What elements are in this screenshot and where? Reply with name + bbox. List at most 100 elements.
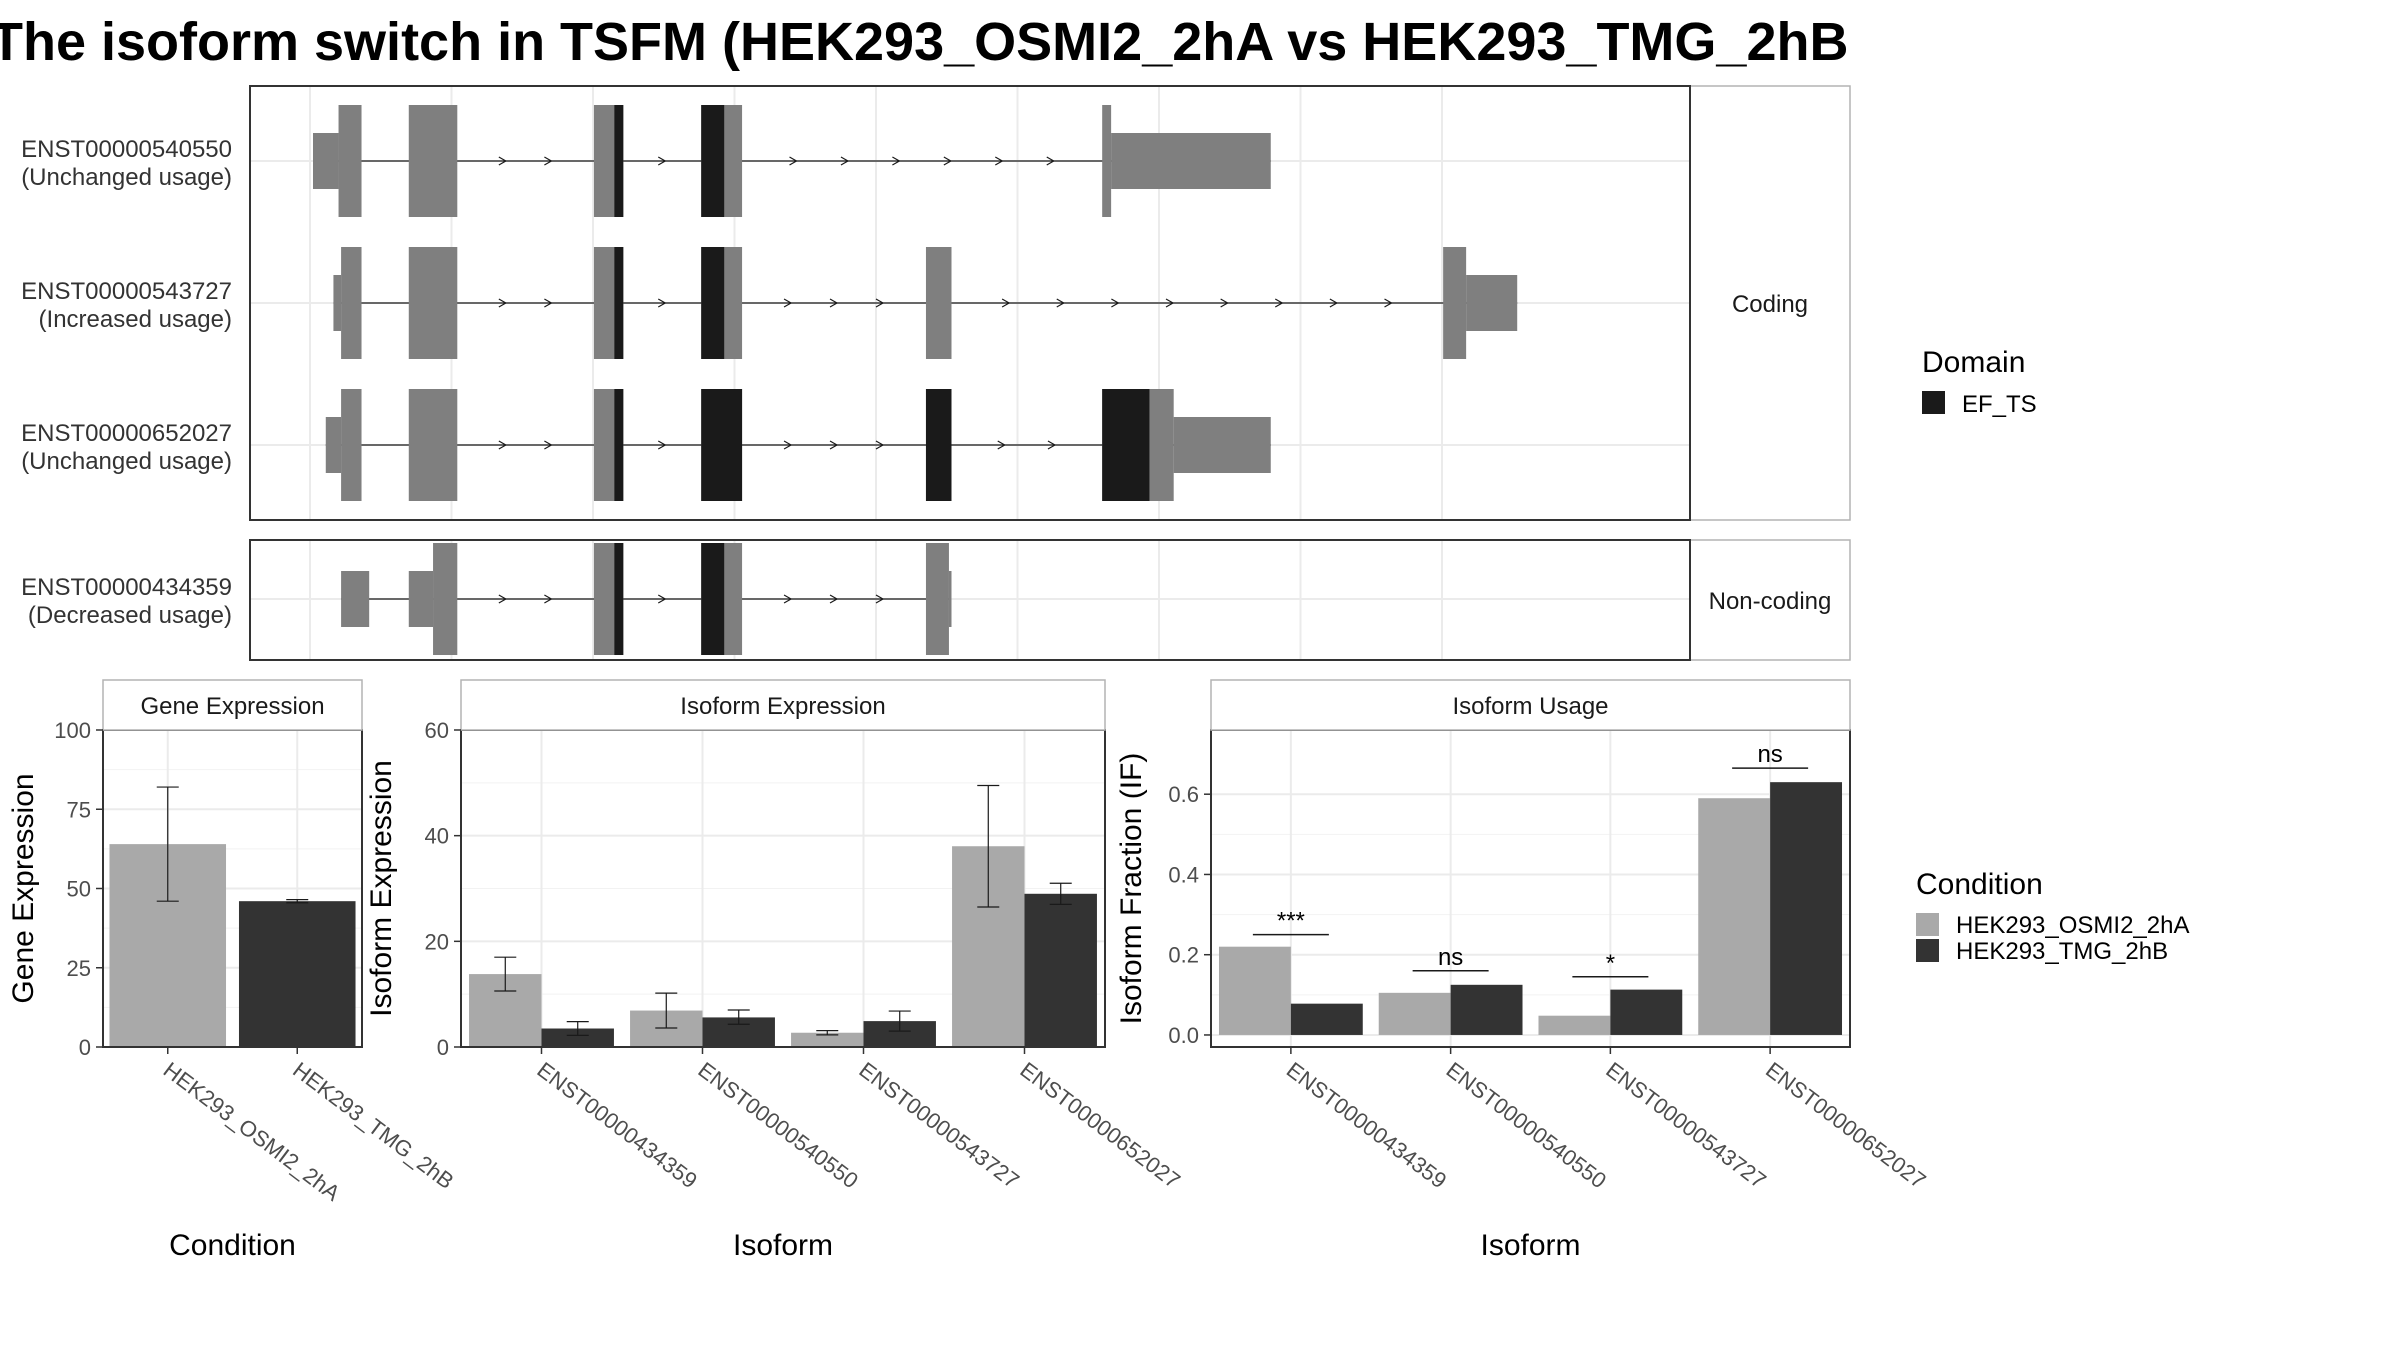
intron-arrow [1001, 298, 1011, 308]
y-axis-title: Gene Expression [7, 773, 40, 1003]
intron-arrow [875, 298, 885, 308]
figure-title: The isoform switch in TSFM (HEK293_OSMI2… [0, 12, 1848, 72]
bar [1770, 782, 1843, 1035]
y-tick-label: 0.4 [1168, 862, 1199, 887]
x-axis-title: Isoform [733, 1229, 833, 1262]
y-tick-label: 50 [67, 877, 91, 902]
domain-ef-ts [701, 543, 725, 655]
intron-arrow [875, 594, 885, 604]
legend-condition-label: HEK293_TMG_2hB [1956, 938, 2168, 965]
intron-arrow [829, 298, 839, 308]
exon [1111, 133, 1271, 189]
intron-arrow [1220, 298, 1229, 308]
bar [1450, 984, 1523, 1035]
exon [1173, 417, 1271, 473]
intron-arrow [783, 298, 793, 308]
exon [338, 105, 362, 217]
domain-ef-ts [701, 105, 725, 217]
exon [925, 247, 952, 359]
x-tick-label: ENST00000652027 [1761, 1057, 1930, 1193]
bar [1024, 893, 1097, 1047]
exon [341, 247, 362, 359]
x-axis-title: Condition [169, 1229, 296, 1262]
bar [1698, 798, 1771, 1035]
intron-arrow [498, 594, 508, 604]
significance-label: * [1606, 950, 1615, 977]
exon [1466, 275, 1518, 331]
intron-arrow [994, 156, 1004, 166]
intron-arrow [544, 440, 553, 450]
intron-arrow [657, 156, 667, 166]
exon [313, 133, 339, 189]
exon [408, 571, 434, 627]
legend-domain-key [1922, 391, 1945, 414]
isoform-label-id: ENST00000652027 [21, 420, 232, 447]
intron-arrow [544, 594, 553, 604]
legends: Domain EF_TS Condition HEK293_OSMI2_2hAHEK2… [1916, 346, 2189, 965]
x-tick-label: ENST00000540550 [693, 1057, 862, 1193]
intron-arrow [997, 440, 1006, 450]
chart-title: Isoform Usage [1452, 693, 1608, 720]
legend-domain-label: EF_TS [1962, 391, 2037, 418]
facet-strip [1210, 679, 1851, 731]
exon [325, 417, 342, 473]
transcript-structure-panel: CodingNon-codingENST00000540550(Unchange… [21, 85, 1851, 661]
significance-label: ns [1438, 944, 1463, 971]
bar-charts: Gene Expression0255075100HEK293_OSMI2_2h… [7, 679, 1931, 1262]
y-axis-title: Isoform Expression [365, 760, 398, 1017]
exon [408, 105, 458, 217]
legend-condition-key [1916, 939, 1939, 962]
intron-arrow [789, 156, 798, 166]
intron-arrow [1384, 298, 1393, 308]
legend-condition-label: HEK293_OSMI2_2hA [1956, 912, 2189, 939]
intron-arrow [943, 156, 953, 166]
legend-domain-title: Domain [1922, 346, 2025, 379]
intron-arrow [498, 298, 508, 308]
facet-strip [102, 679, 363, 731]
facet-strip [1689, 85, 1851, 521]
intron-arrow [544, 298, 553, 308]
intron-arrow [783, 440, 793, 450]
domain-ef-ts [614, 543, 624, 655]
isoform-label-id: ENST00000434359 [21, 574, 232, 601]
y-tick-label: 20 [425, 929, 449, 954]
significance-label: *** [1277, 908, 1305, 935]
isoform-label-id: ENST00000543727 [21, 278, 232, 305]
bar [541, 1028, 614, 1047]
y-axis-title: Isoform Fraction (IF) [1115, 753, 1148, 1025]
intron-arrow [1274, 298, 1284, 308]
y-tick-label: 75 [67, 797, 91, 822]
intron-arrow [829, 594, 839, 604]
intron-arrow [1047, 440, 1057, 450]
intron-arrow [657, 298, 667, 308]
bar [238, 901, 356, 1047]
intron-arrow [1165, 298, 1175, 308]
x-tick-label: ENST00000434359 [532, 1057, 701, 1193]
domain-ef-ts [614, 247, 624, 359]
isoform-label-usage: (Unchanged usage) [21, 448, 232, 475]
significance-label: ns [1757, 741, 1782, 768]
domain-ef-ts [701, 389, 743, 501]
domain-ef-ts [925, 389, 952, 501]
intron-arrow [875, 440, 885, 450]
bar [791, 1032, 864, 1047]
y-tick-label: 0.6 [1168, 782, 1199, 807]
domain-ef-ts [1102, 389, 1150, 501]
x-tick-label: ENST00000652027 [1015, 1057, 1184, 1193]
exon [1443, 247, 1467, 359]
intron-arrow [657, 594, 667, 604]
y-tick-label: 0.2 [1168, 943, 1199, 968]
structure-panel-border [249, 85, 1691, 521]
isoform-label-usage: (Increased usage) [39, 306, 232, 333]
facet-strip [460, 679, 1106, 731]
exon [341, 571, 370, 627]
exon [341, 389, 362, 501]
y-tick-label: 0 [437, 1035, 449, 1060]
y-tick-label: 100 [54, 718, 91, 743]
intron-arrow [498, 440, 508, 450]
exon [1102, 105, 1112, 217]
y-tick-label: 25 [67, 956, 91, 981]
chart-title: Gene Expression [140, 693, 324, 720]
domain-ef-ts [701, 247, 725, 359]
isoform-label-usage: (Unchanged usage) [21, 164, 232, 191]
